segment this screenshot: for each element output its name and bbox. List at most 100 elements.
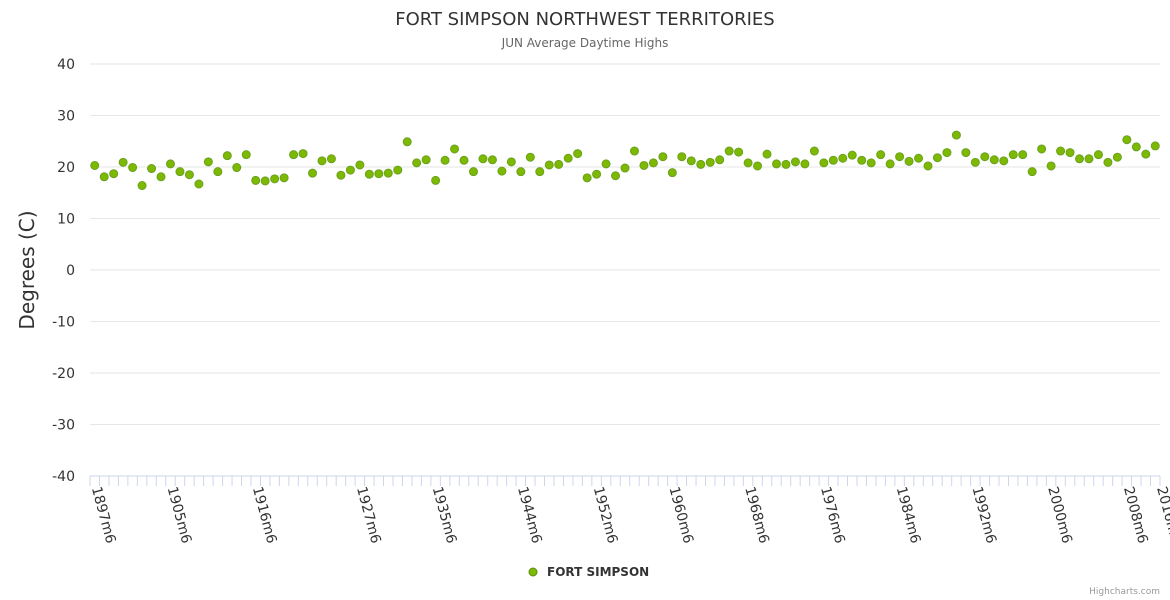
data-point[interactable] — [819, 158, 829, 168]
data-point[interactable] — [677, 152, 687, 162]
data-point[interactable] — [1122, 135, 1132, 145]
data-point[interactable] — [222, 151, 232, 161]
data-point[interactable] — [648, 158, 658, 168]
data-point[interactable] — [165, 159, 175, 169]
data-point[interactable] — [506, 157, 516, 167]
data-point[interactable] — [734, 147, 744, 157]
data-point[interactable] — [743, 158, 753, 168]
data-point[interactable] — [326, 154, 336, 164]
data-point[interactable] — [838, 153, 848, 163]
data-point[interactable] — [592, 169, 602, 179]
data-point[interactable] — [194, 179, 204, 189]
data-point[interactable] — [1093, 150, 1103, 160]
data-point[interactable] — [857, 155, 867, 165]
data-point[interactable] — [601, 159, 611, 169]
data-point[interactable] — [450, 144, 460, 154]
data-point[interactable] — [251, 175, 261, 185]
data-point[interactable] — [317, 156, 327, 166]
data-point[interactable] — [383, 168, 393, 178]
data-point[interactable] — [573, 149, 583, 159]
data-point[interactable] — [393, 165, 403, 175]
data-point[interactable] — [364, 169, 374, 179]
data-point[interactable] — [90, 160, 100, 170]
data-point[interactable] — [355, 160, 365, 170]
data-point[interactable] — [772, 159, 782, 169]
data-point[interactable] — [1103, 157, 1113, 167]
data-point[interactable] — [866, 158, 876, 168]
legend-item-fort-simpson[interactable]: FORT SIMPSON — [547, 565, 649, 579]
data-point[interactable] — [270, 174, 280, 184]
data-point[interactable] — [582, 173, 592, 183]
data-point[interactable] — [705, 157, 715, 167]
data-point[interactable] — [923, 161, 933, 171]
data-point[interactable] — [232, 163, 242, 173]
data-point[interactable] — [184, 170, 194, 180]
data-point[interactable] — [1131, 142, 1141, 152]
data-point[interactable] — [1150, 141, 1160, 151]
data-point[interactable] — [951, 130, 961, 140]
data-point[interactable] — [402, 137, 412, 147]
data-point[interactable] — [696, 159, 706, 169]
data-point[interactable] — [1018, 150, 1028, 160]
data-point[interactable] — [762, 149, 772, 159]
data-point[interactable] — [440, 155, 450, 165]
data-point[interactable] — [904, 156, 914, 166]
data-point[interactable] — [809, 146, 819, 156]
data-point[interactable] — [1046, 161, 1056, 171]
data-point[interactable] — [516, 167, 526, 177]
data-point[interactable] — [563, 153, 573, 163]
data-point[interactable] — [1084, 154, 1094, 164]
data-point[interactable] — [308, 168, 318, 178]
data-point[interactable] — [1008, 150, 1018, 160]
data-point[interactable] — [478, 154, 488, 164]
data-point[interactable] — [421, 155, 431, 165]
data-point[interactable] — [175, 167, 185, 177]
data-point[interactable] — [137, 181, 147, 191]
data-point[interactable] — [147, 164, 157, 174]
data-point[interactable] — [667, 168, 677, 178]
data-point[interactable] — [203, 157, 213, 167]
data-point[interactable] — [374, 169, 384, 179]
data-point[interactable] — [914, 153, 924, 163]
data-point[interactable] — [535, 167, 545, 177]
data-point[interactable] — [525, 152, 535, 162]
data-point[interactable] — [620, 163, 630, 173]
data-point[interactable] — [1037, 144, 1047, 154]
data-point[interactable] — [298, 149, 308, 159]
data-point[interactable] — [213, 167, 223, 177]
data-point[interactable] — [885, 159, 895, 169]
data-point[interactable] — [847, 150, 857, 160]
data-point[interactable] — [544, 160, 554, 170]
data-point[interactable] — [895, 152, 905, 162]
data-point[interactable] — [629, 146, 639, 156]
data-point[interactable] — [1141, 149, 1151, 159]
data-point[interactable] — [118, 157, 128, 167]
data-point[interactable] — [715, 155, 725, 165]
data-point[interactable] — [279, 173, 289, 183]
data-point[interactable] — [828, 155, 838, 165]
data-point[interactable] — [999, 156, 1009, 166]
data-point[interactable] — [459, 155, 469, 165]
data-point[interactable] — [639, 160, 649, 170]
data-point[interactable] — [487, 155, 497, 165]
data-point[interactable] — [241, 150, 251, 160]
credits-link[interactable]: Highcharts.com — [1089, 587, 1160, 597]
data-point[interactable] — [686, 156, 696, 166]
data-point[interactable] — [1112, 152, 1122, 162]
data-point[interactable] — [876, 150, 886, 160]
data-point[interactable] — [497, 166, 507, 176]
data-point[interactable] — [989, 155, 999, 165]
data-point[interactable] — [260, 176, 270, 186]
data-point[interactable] — [611, 171, 621, 181]
data-point[interactable] — [1056, 146, 1066, 156]
data-point[interactable] — [790, 157, 800, 167]
data-point[interactable] — [658, 152, 668, 162]
data-point[interactable] — [724, 146, 734, 156]
data-point[interactable] — [289, 150, 299, 160]
data-point[interactable] — [468, 167, 478, 177]
data-point[interactable] — [99, 172, 109, 182]
data-point[interactable] — [1065, 148, 1075, 158]
data-point[interactable] — [336, 170, 346, 180]
legend[interactable]: FORT SIMPSON — [528, 565, 649, 579]
data-point[interactable] — [1075, 154, 1085, 164]
